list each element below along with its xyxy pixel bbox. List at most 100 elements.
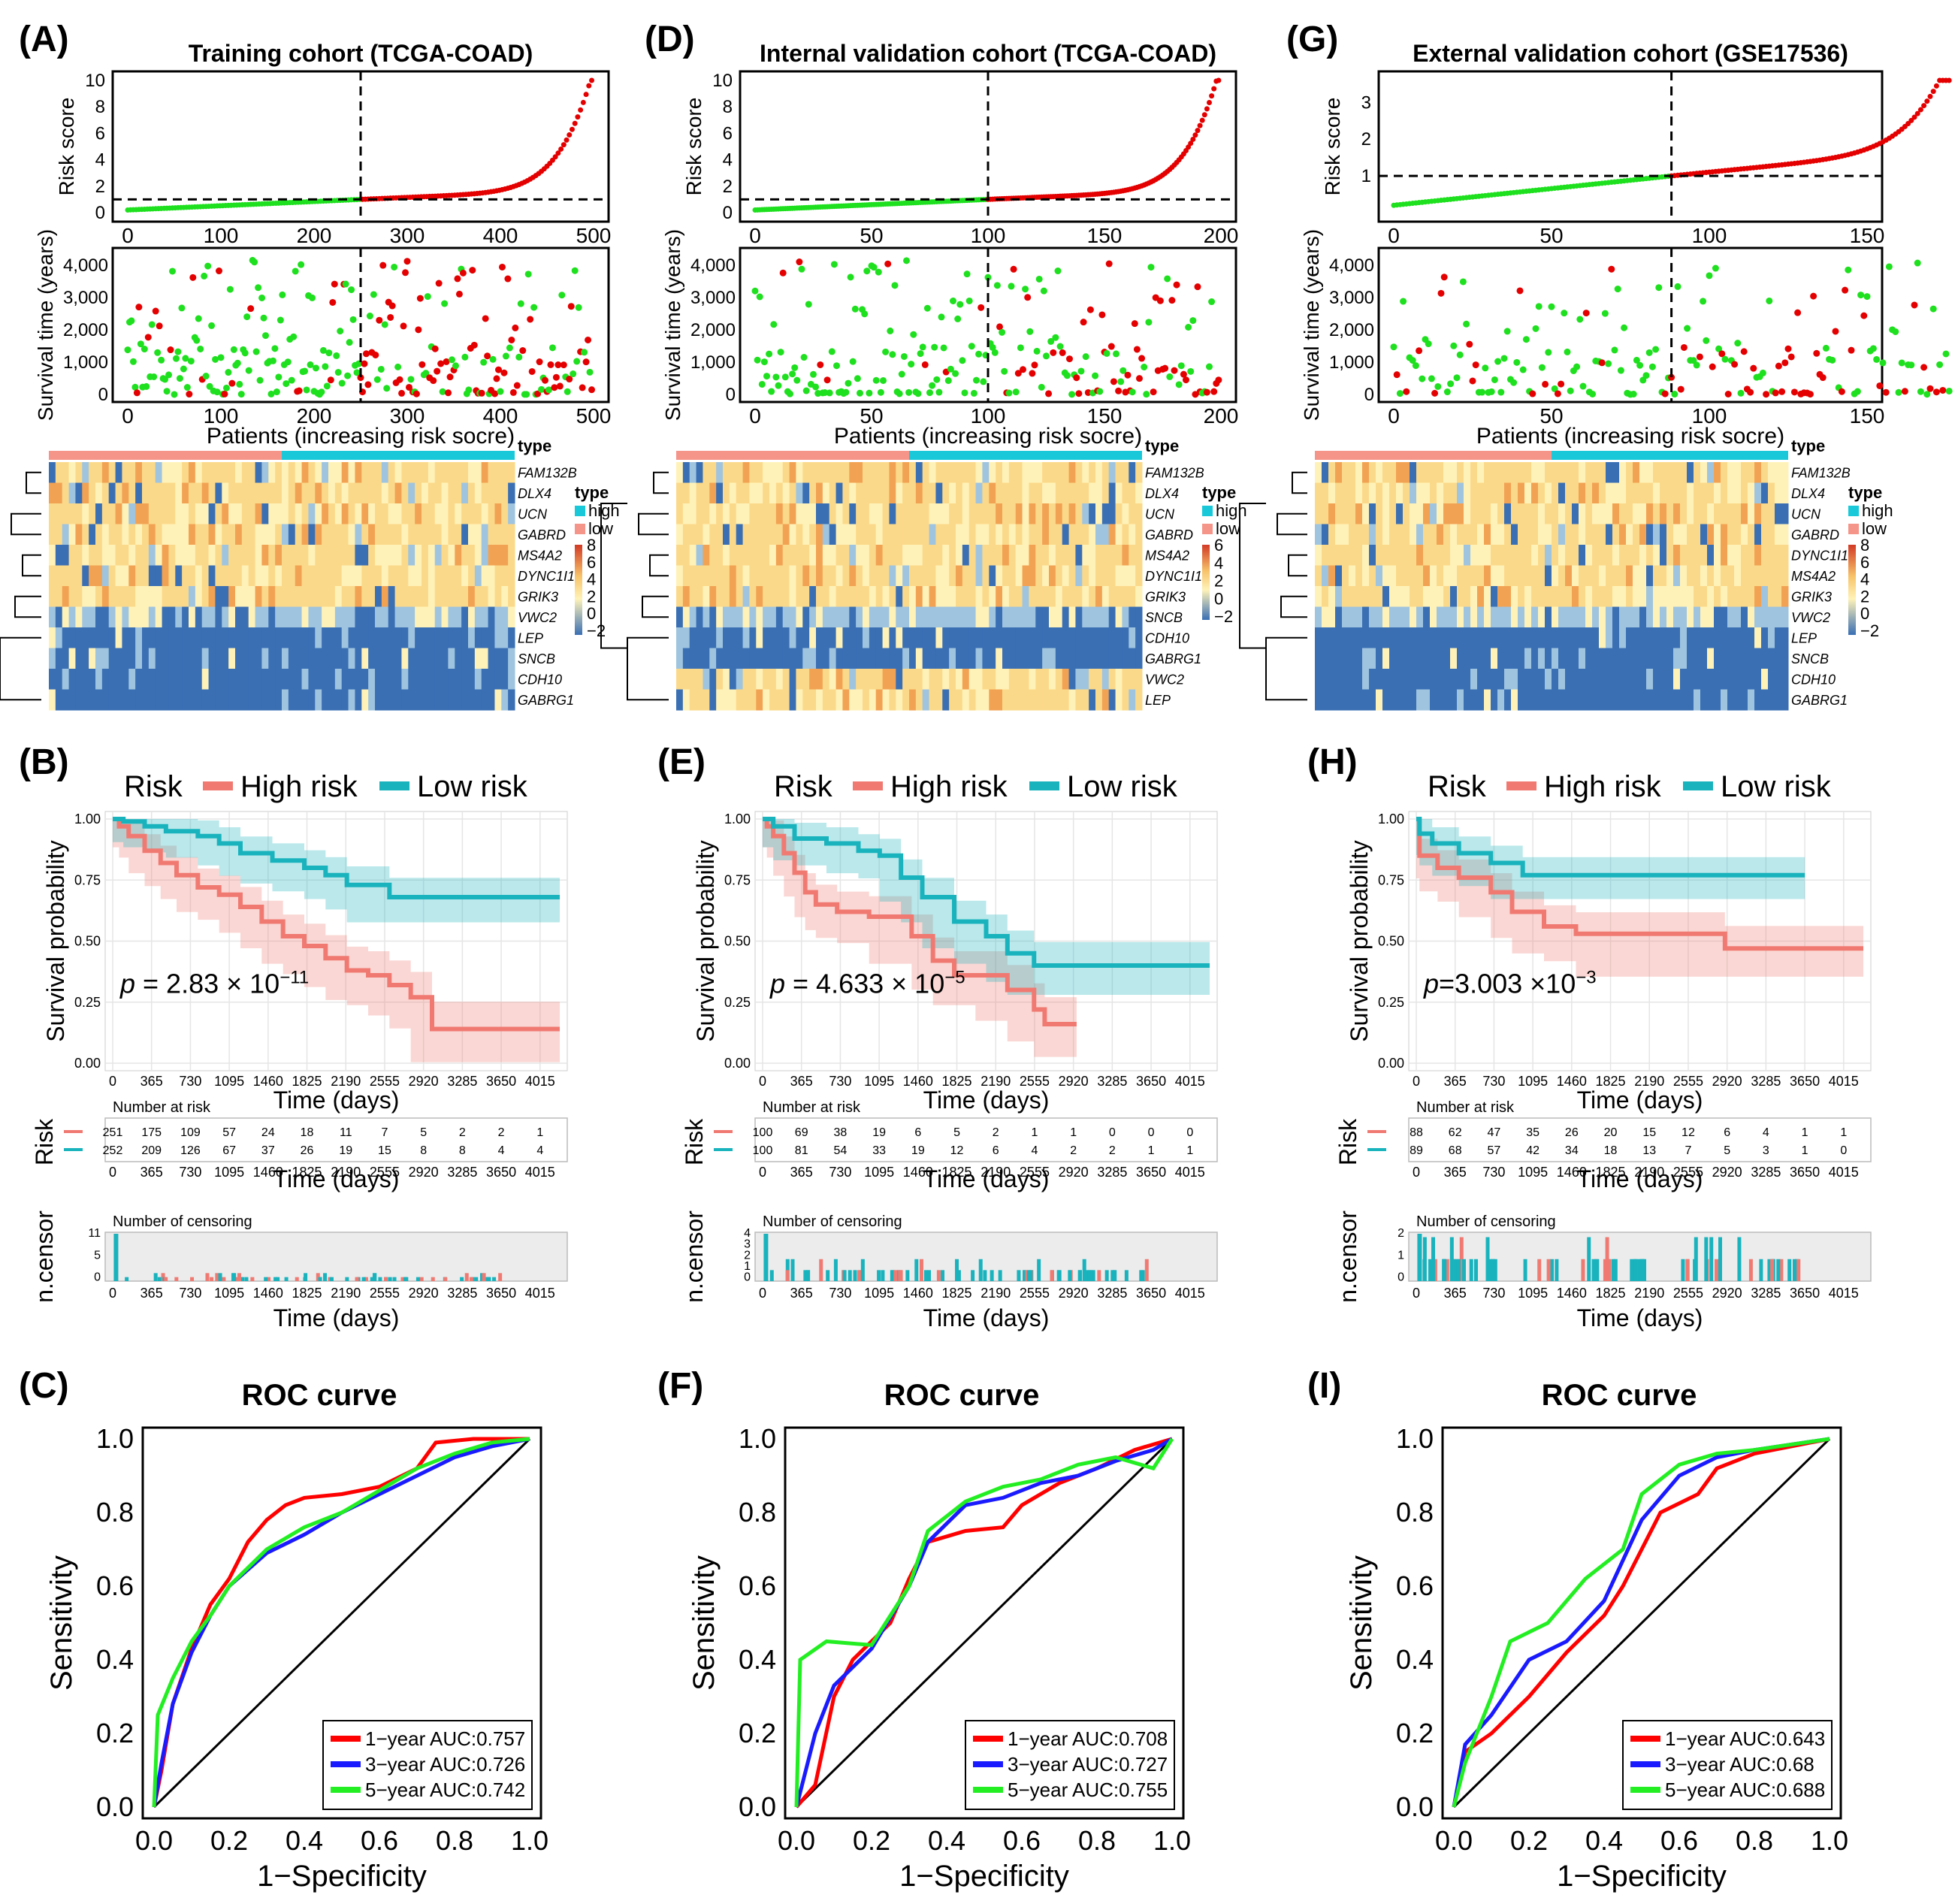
- heatmap-cell: [1497, 503, 1505, 524]
- survival-point: [258, 294, 266, 301]
- heatmap-cell: [1518, 648, 1525, 669]
- gene-label: DLX4: [518, 486, 551, 501]
- heatmap-cell: [1741, 648, 1748, 669]
- heatmap-cell: [1322, 648, 1329, 669]
- patients-axis-label: Patients (increasing risk socre): [1476, 424, 1784, 449]
- heatmap-cell: [935, 545, 943, 566]
- survival-point: [1810, 292, 1817, 300]
- heatmap-cell: [1612, 648, 1620, 669]
- survival-point: [434, 367, 441, 375]
- heatmap-cell: [1049, 524, 1056, 546]
- survival-point: [493, 375, 500, 382]
- heatmap-cell: [49, 689, 56, 711]
- heatmap-cell: [968, 482, 977, 504]
- survival-point: [357, 374, 364, 382]
- heatmap-cell: [863, 689, 870, 711]
- survival-point: [1500, 355, 1508, 362]
- heatmap-cell: [108, 462, 116, 483]
- censor-bar: [1144, 1259, 1149, 1281]
- survival-point: [1747, 388, 1754, 396]
- survival-point: [1463, 320, 1470, 328]
- heatmap-cell: [736, 689, 744, 711]
- heatmap-cell: [875, 648, 884, 669]
- heatmap-cell: [355, 648, 362, 669]
- survival-point: [1532, 325, 1540, 332]
- survival-point: [1450, 342, 1458, 349]
- risk-count-high: 69: [795, 1126, 808, 1139]
- heatmap-cell: [508, 503, 515, 524]
- heatmap-cell: [935, 586, 943, 607]
- heatmap-cell: [1484, 648, 1491, 669]
- heatmap-cell: [915, 482, 923, 504]
- heatmap-cell: [135, 689, 143, 711]
- dendrogram-branch: [14, 595, 41, 618]
- heatmap-cell: [763, 482, 770, 504]
- heatmap-cell: [275, 482, 283, 504]
- heatmap-cell: [441, 503, 449, 524]
- heatmap-cell: [1042, 462, 1050, 483]
- heatmap-cell: [328, 648, 336, 669]
- heatmap-cell: [301, 482, 309, 504]
- heatmap-cell: [1741, 586, 1748, 607]
- heatmap-cell: [956, 648, 963, 669]
- days-tick: 2920: [409, 1165, 439, 1180]
- heatmap-cell: [1619, 503, 1627, 524]
- heatmap-cell: [1633, 524, 1640, 546]
- censor-bar: [1428, 1259, 1433, 1281]
- heatmap-cell: [501, 565, 509, 587]
- survival-point: [1734, 340, 1742, 347]
- heatmap-cell: [381, 462, 389, 483]
- panel-label-B: (B): [19, 742, 69, 782]
- heatmap-cell: [415, 606, 422, 628]
- heatmap-cell: [295, 648, 303, 669]
- heatmap-cell: [896, 482, 903, 504]
- survival-point: [226, 286, 234, 293]
- heatmap-cell: [796, 482, 803, 504]
- heatmap-cell: [1612, 586, 1620, 607]
- heatmap-cell: [1491, 606, 1498, 628]
- survival-point: [412, 390, 420, 397]
- survival-point: [418, 361, 426, 368]
- heatmap-cell: [148, 545, 156, 566]
- survival-point: [288, 376, 295, 384]
- km-curve-high: [763, 817, 1077, 1026]
- heatmap-cell: [101, 689, 110, 711]
- heatmap-cell: [1558, 462, 1566, 483]
- heatmap-cell: [1545, 524, 1552, 546]
- heatmap-cell: [168, 524, 176, 546]
- survival-point: [772, 373, 780, 381]
- survival-point: [1671, 391, 1679, 398]
- survival-point: [353, 369, 361, 376]
- heatmap-cell: [1754, 565, 1762, 587]
- heatmap-cell: [822, 503, 830, 524]
- heatmap-cell: [441, 648, 449, 669]
- heatmap-cell: [1781, 689, 1789, 711]
- heatmap-cell: [1511, 482, 1518, 504]
- heatmap-cell: [108, 482, 116, 504]
- heatmap-cell: [816, 565, 823, 587]
- heatmap-cell: [796, 648, 803, 669]
- heatmap-cell: [1579, 482, 1586, 504]
- heatmap-cell: [1694, 648, 1701, 669]
- heatmap-cell: [835, 482, 843, 504]
- heatmap-cell: [1115, 482, 1123, 504]
- heatmap-cell: [282, 669, 289, 690]
- survival-point: [498, 263, 506, 270]
- heatmap-cell: [82, 482, 89, 504]
- heatmap-cell: [1558, 524, 1566, 546]
- km-ci-high: [113, 819, 560, 1062]
- heatmap-cell: [461, 545, 469, 566]
- heatmap-cell: [1335, 545, 1343, 566]
- survtime-tick: 0: [98, 385, 108, 405]
- heatmap-cell: [1376, 689, 1383, 711]
- heatmap-cell: [428, 689, 436, 711]
- legend-low-label: low: [1862, 519, 1887, 538]
- days-tick: 2555: [1020, 1165, 1050, 1180]
- heatmap-cell: [368, 648, 376, 669]
- heatmap-cell: [816, 545, 823, 566]
- heatmap-cell: [1687, 482, 1694, 504]
- heatmap-cell: [1129, 524, 1136, 546]
- heatmap-cell: [682, 565, 690, 587]
- heatmap-cell: [155, 606, 163, 628]
- patient-tick: 0: [122, 224, 134, 247]
